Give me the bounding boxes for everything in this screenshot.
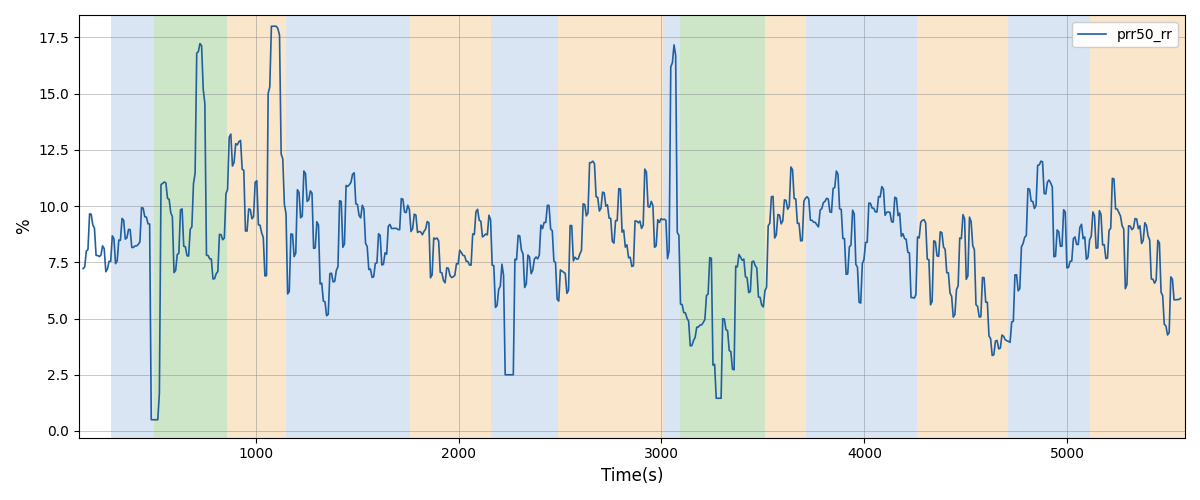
Y-axis label: %: % xyxy=(14,218,32,234)
prr50_rr xyxy=(76,266,90,272)
Bar xyxy=(1008,15,1090,438)
Legend: prr50_rr: prr50_rr xyxy=(1072,22,1178,47)
prr50_rr xyxy=(190,50,204,56)
prr50_rr xyxy=(144,416,158,422)
prr50_rr xyxy=(860,239,875,245)
Bar xyxy=(764,15,805,438)
prr50_rr xyxy=(294,215,308,221)
prr50_rr xyxy=(1127,225,1141,231)
prr50_rr xyxy=(1151,238,1165,244)
Bar xyxy=(805,15,917,438)
Bar xyxy=(227,15,286,438)
Bar xyxy=(154,15,227,438)
Bar xyxy=(491,15,558,438)
Bar xyxy=(1090,15,1184,438)
Bar xyxy=(679,15,764,438)
Bar xyxy=(410,15,491,438)
Bar xyxy=(112,15,154,438)
X-axis label: Time(s): Time(s) xyxy=(601,467,664,485)
Bar xyxy=(558,15,664,438)
Line: prr50_rr: prr50_rr xyxy=(83,26,1181,419)
prr50_rr xyxy=(1174,296,1188,302)
prr50_rr xyxy=(188,170,203,176)
prr50_rr xyxy=(264,23,278,29)
Bar xyxy=(917,15,1008,438)
Bar xyxy=(286,15,410,438)
Bar xyxy=(664,15,679,438)
